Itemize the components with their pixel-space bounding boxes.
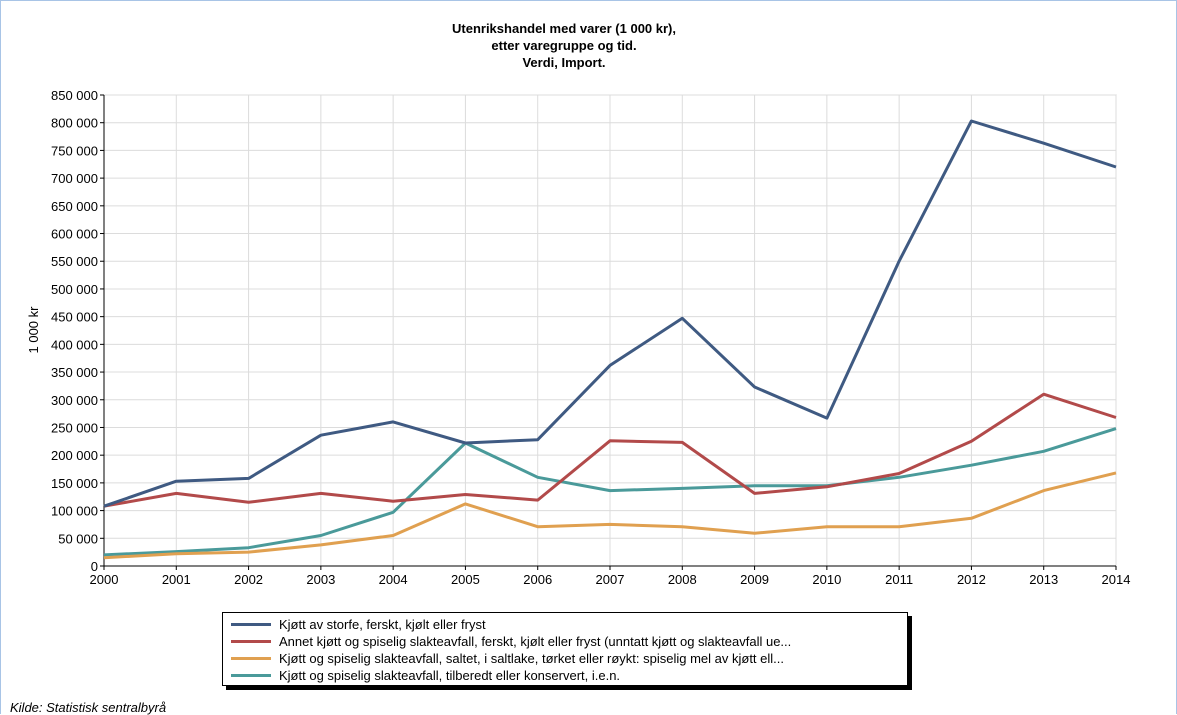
- legend-item: Kjøtt og spiselig slakteavfall, tilbered…: [231, 666, 620, 684]
- y-tick-label: 700 000: [51, 171, 98, 186]
- title-line: etter varegruppe og tid.: [491, 38, 636, 53]
- legend-item: Kjøtt og spiselig slakteavfall, saltet, …: [231, 649, 784, 667]
- x-tick-label: 2006: [523, 572, 552, 587]
- y-tick-label: 300 000: [51, 393, 98, 408]
- y-tick-label: 850 000: [51, 88, 98, 103]
- series-line: [103, 119, 1117, 508]
- legend-label: Kjøtt og spiselig slakteavfall, tilbered…: [279, 667, 621, 683]
- legend-swatch: [231, 639, 271, 643]
- series-line: [103, 427, 1117, 557]
- x-tick-label: 2009: [740, 572, 769, 587]
- y-tick-label: 400 000: [51, 337, 98, 352]
- y-axis: 0 50 000 100 000 150 000 200 000 250 000 300 0…: [51, 88, 104, 574]
- x-tick-label: 2005: [451, 572, 480, 587]
- legend-swatch: [231, 656, 271, 660]
- legend-label: Kjøtt og spiselig slakteavfall, saltet, …: [279, 650, 784, 666]
- x-tick-label: 2000: [90, 572, 119, 587]
- y-tick-label: 650 000: [51, 199, 98, 214]
- x-tick-label: 2010: [812, 572, 841, 587]
- chart-title: Utenrikshandel med varer (1 000 kr), ette…: [452, 21, 676, 70]
- title-line: Verdi, Import.: [522, 55, 605, 70]
- legend-label: Annet kjøtt og spiselig slakteavfall, fe…: [279, 633, 792, 649]
- source-note: Kilde: Statistisk sentralbyrå: [10, 700, 167, 715]
- y-tick-label: 550 000: [51, 254, 98, 269]
- y-tick-label: 450 000: [51, 310, 98, 325]
- x-tick-label: 2001: [162, 572, 191, 587]
- series-lines: [103, 119, 1117, 560]
- series-line: [103, 392, 1117, 508]
- y-tick-label: 500 000: [51, 282, 98, 297]
- x-tick-label: 2007: [596, 572, 625, 587]
- grid: [103, 94, 1117, 567]
- legend-swatch: [231, 673, 271, 677]
- x-tick-label: 2008: [668, 572, 697, 587]
- y-tick-label: 250 000: [51, 420, 98, 435]
- x-tick-label: 2004: [379, 572, 408, 587]
- title-line: Utenrikshandel med varer (1 000 kr),: [452, 21, 676, 36]
- x-tick-label: 2012: [957, 572, 986, 587]
- series-line: [103, 471, 1117, 560]
- x-axis: 2000 2001 2002 2003 2004 2005 2006 2007 2008 2009…: [90, 566, 1131, 587]
- y-tick-label: 800 000: [51, 116, 98, 131]
- y-tick-label: 100 000: [51, 504, 98, 519]
- y-tick-label: 50 000: [58, 531, 98, 546]
- x-tick-label: 2003: [306, 572, 335, 587]
- x-tick-label: 2014: [1102, 572, 1131, 587]
- y-tick-label: 600 000: [51, 227, 98, 242]
- legend-item: Annet kjøtt og spiselig slakteavfall, fe…: [231, 632, 791, 650]
- y-axis-label: 1 000 kr: [26, 306, 41, 354]
- y-tick-label: 0: [91, 559, 98, 574]
- legend: Kjøtt av storfe, ferskt, kjølt eller fry…: [222, 612, 908, 686]
- x-tick-label: 2002: [234, 572, 263, 587]
- y-tick-label: 150 000: [51, 476, 98, 491]
- y-tick-label: 200 000: [51, 448, 98, 463]
- legend-swatch: [231, 622, 271, 626]
- legend-label: Kjøtt av storfe, ferskt, kjølt eller fry…: [279, 616, 486, 632]
- x-tick-label: 2011: [885, 572, 913, 587]
- legend-item: Kjøtt av storfe, ferskt, kjølt eller fry…: [231, 615, 486, 633]
- y-tick-label: 350 000: [51, 365, 98, 380]
- y-tick-label: 750 000: [51, 143, 98, 158]
- x-tick-label: 2013: [1029, 572, 1058, 587]
